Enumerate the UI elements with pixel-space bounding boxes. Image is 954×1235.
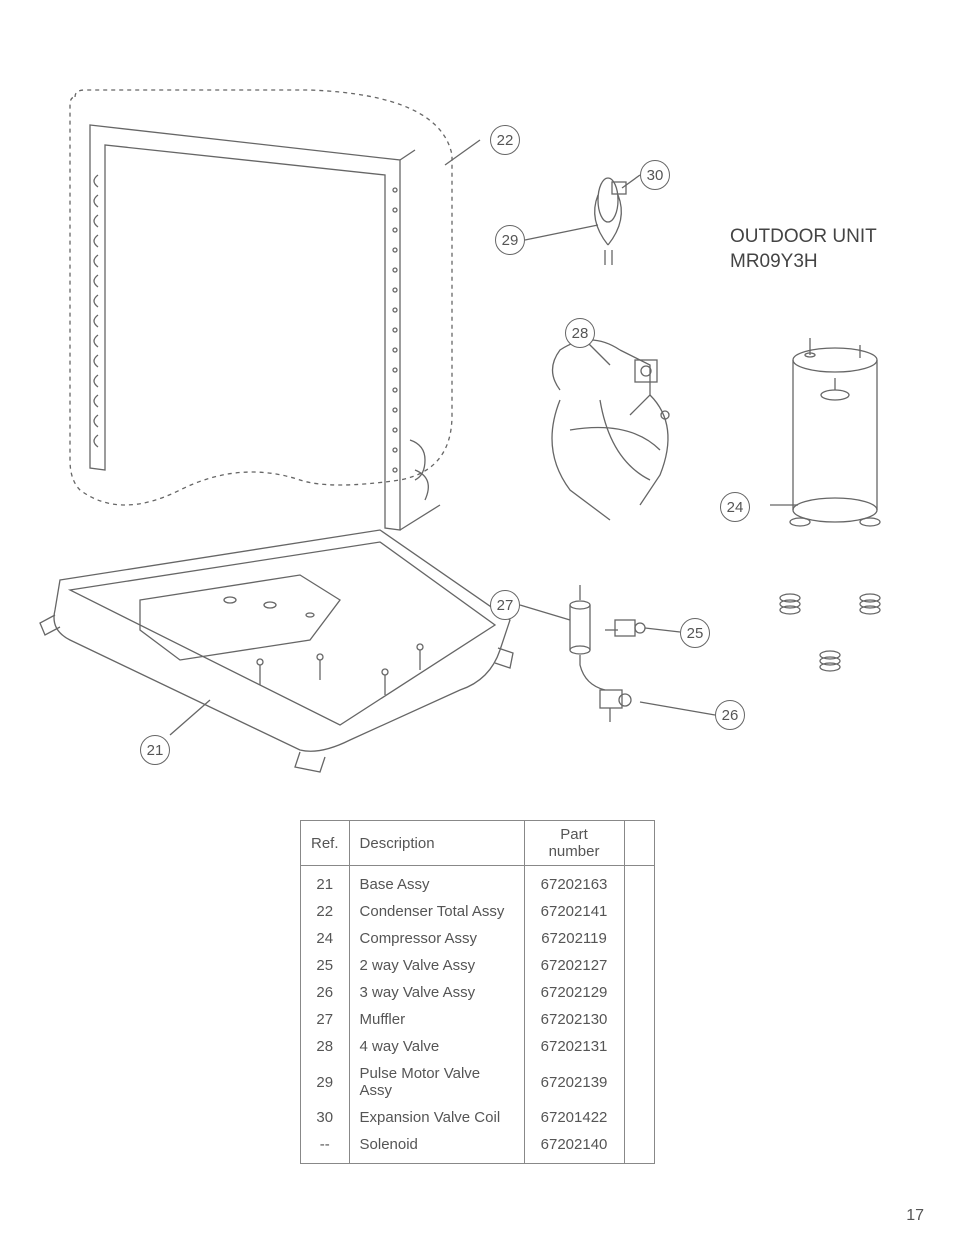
- callout-24: 24: [720, 492, 750, 522]
- table-row: 21Base Assy67202163: [301, 866, 655, 899]
- table-row: 24Compressor Assy67202119: [301, 925, 655, 952]
- th-desc: Description: [349, 821, 524, 866]
- table-body: 21Base Assy67202163 22Condenser Total As…: [301, 866, 655, 1164]
- table-header-row: Ref. Description Part number: [301, 821, 655, 866]
- table-row: 30Expansion Valve Coil67201422: [301, 1104, 655, 1131]
- callout-21: 21: [140, 735, 170, 765]
- callout-27: 27: [490, 590, 520, 620]
- callout-29: 29: [495, 225, 525, 255]
- table-row: 284 way Valve67202131: [301, 1033, 655, 1060]
- table-row: 22Condenser Total Assy67202141: [301, 898, 655, 925]
- title-line2: MR09Y3H: [730, 250, 877, 275]
- th-ref: Ref.: [301, 821, 350, 866]
- callout-28: 28: [565, 318, 595, 348]
- th-blank: [624, 821, 654, 866]
- table-row: 252 way Valve Assy67202127: [301, 952, 655, 979]
- th-pn: Part number: [524, 821, 624, 866]
- table-row: --Solenoid67202140: [301, 1131, 655, 1164]
- callout-22: 22: [490, 125, 520, 155]
- callout-26: 26: [715, 700, 745, 730]
- title-line1: OUTDOOR UNIT: [730, 225, 877, 250]
- callout-30: 30: [640, 160, 670, 190]
- callout-25: 25: [680, 618, 710, 648]
- table-row: 263 way Valve Assy67202129: [301, 979, 655, 1006]
- table-row: 29Pulse Motor Valve Assy67202139: [301, 1060, 655, 1104]
- table-row: 27Muffler67202130: [301, 1006, 655, 1033]
- exploded-diagram: [0, 0, 954, 790]
- parts-table: Ref. Description Part number 21Base Assy…: [300, 820, 655, 1164]
- unit-title: OUTDOOR UNIT MR09Y3H: [730, 225, 877, 274]
- page-number: 17: [906, 1207, 924, 1225]
